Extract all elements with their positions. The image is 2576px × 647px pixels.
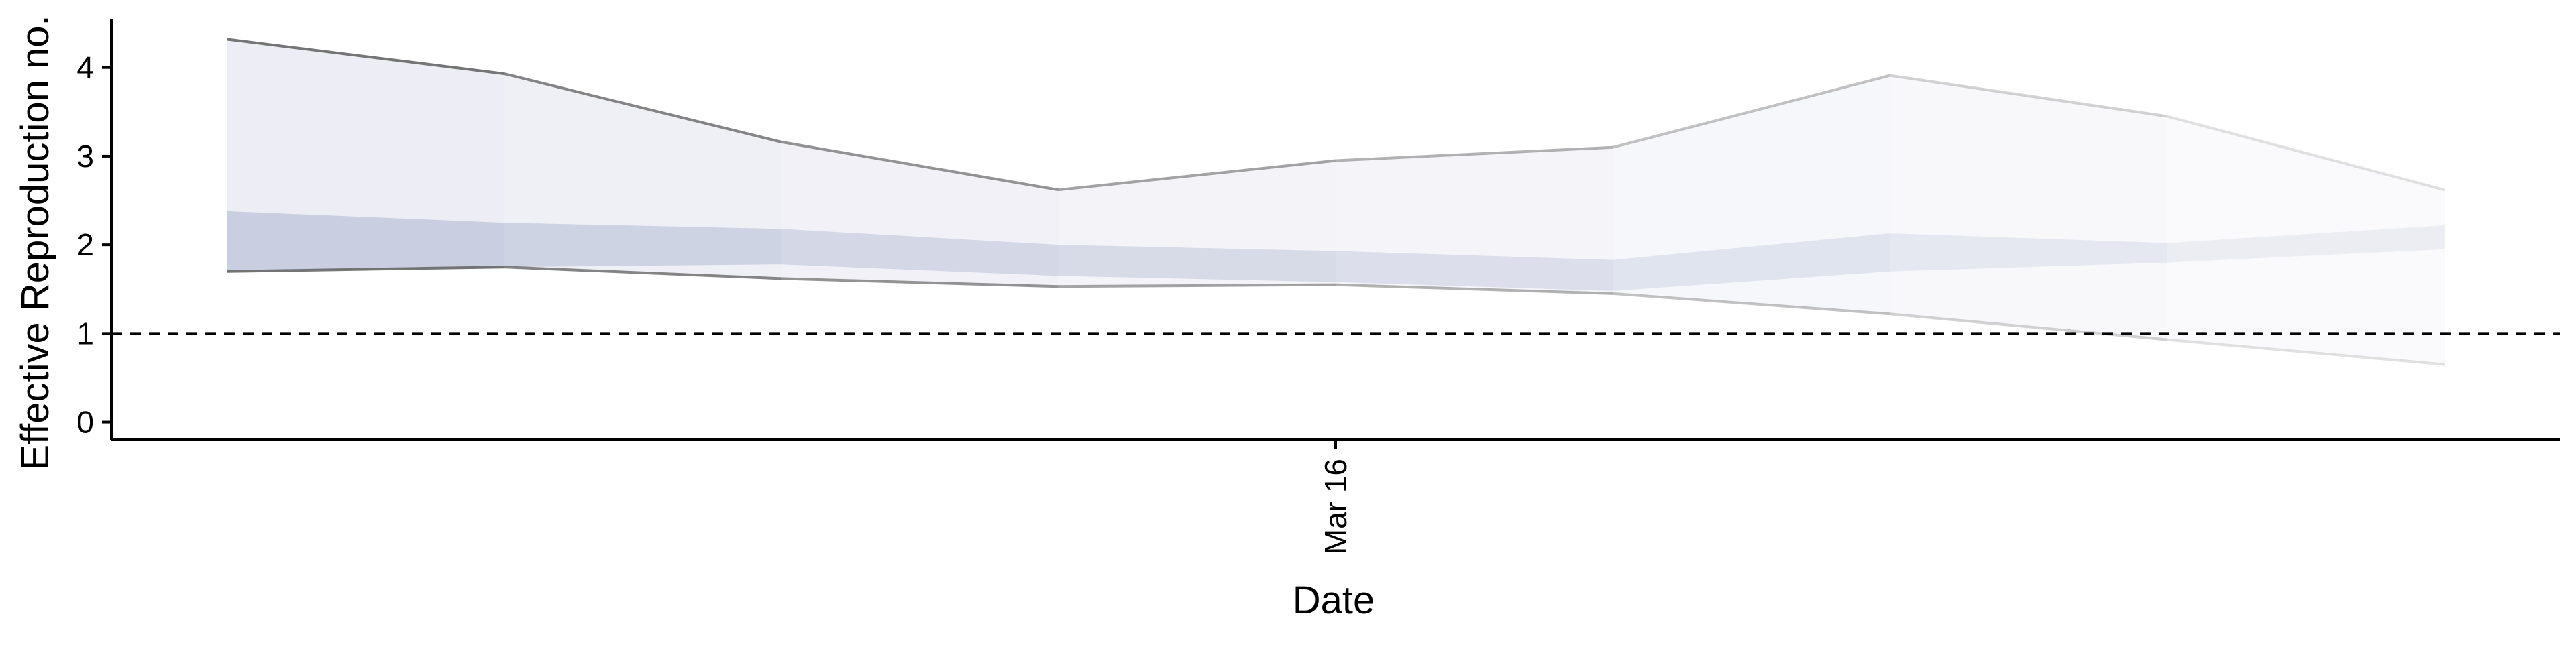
lower-bound-line-segment-7 [1890, 312, 2167, 341]
y-tick-label-1: 1 [76, 316, 94, 351]
inner-band-segment-4 [1058, 245, 1336, 282]
upper-bound-line-segment-7 [1890, 74, 2167, 118]
upper-bound-line-segment-8 [2167, 115, 2445, 192]
y-tick-label-4: 4 [76, 50, 94, 85]
outer-band-segment-4 [1058, 160, 1336, 287]
upper-bound-line-segment-2 [503, 72, 782, 143]
inner-band-segment-2 [504, 223, 782, 268]
bands-layer [227, 39, 2445, 365]
inner-band-segment-8 [2167, 225, 2445, 263]
outer-band-segment-6 [1613, 75, 1890, 314]
lower-bound-line-segment-5 [1335, 283, 1613, 295]
y-tick-label-3: 3 [76, 139, 94, 174]
y-tick-label-0: 0 [76, 405, 94, 440]
upper-bound-line-segment-6 [1612, 74, 1890, 149]
inner-band-segment-6 [1613, 233, 1890, 291]
lower-bound-line-segment-6 [1613, 292, 1890, 316]
upper-bound-line-segment-5 [1335, 145, 1613, 162]
lower-bound-line-segment-8 [2167, 338, 2445, 366]
bound-lines-layer [226, 38, 2445, 366]
x-tick-label-mar-16: Mar 16 [1318, 459, 1353, 554]
inner-band-segment-1 [227, 211, 504, 272]
inner-band-segment-5 [1336, 251, 1613, 291]
lower-bound-line-segment-1 [227, 266, 504, 273]
upper-bound-line-segment-4 [1058, 159, 1336, 192]
upper-bound-line-segment-3 [781, 140, 1059, 192]
lower-bound-line-segment-4 [1058, 283, 1336, 288]
lower-bound-line-segment-3 [781, 277, 1059, 288]
outer-band-segment-8 [2167, 116, 2445, 365]
y-tick-label-2: 2 [76, 227, 94, 262]
outer-band-segment-5 [1336, 147, 1613, 294]
axes-layer: 0 1 2 3 4 Mar 16 [76, 19, 2560, 554]
lower-bound-line-segment-2 [504, 266, 782, 280]
upper-bound-line-segment-1 [226, 38, 504, 75]
x-axis-title: Date [1293, 579, 1375, 622]
y-axis-title: Effective Reproduction no. [13, 15, 57, 470]
outer-band-segment-7 [1890, 75, 2167, 340]
inner-band-segment-7 [1890, 233, 2167, 272]
outer-band-segment-1 [227, 39, 504, 272]
inner-band-segment-3 [781, 229, 1059, 276]
